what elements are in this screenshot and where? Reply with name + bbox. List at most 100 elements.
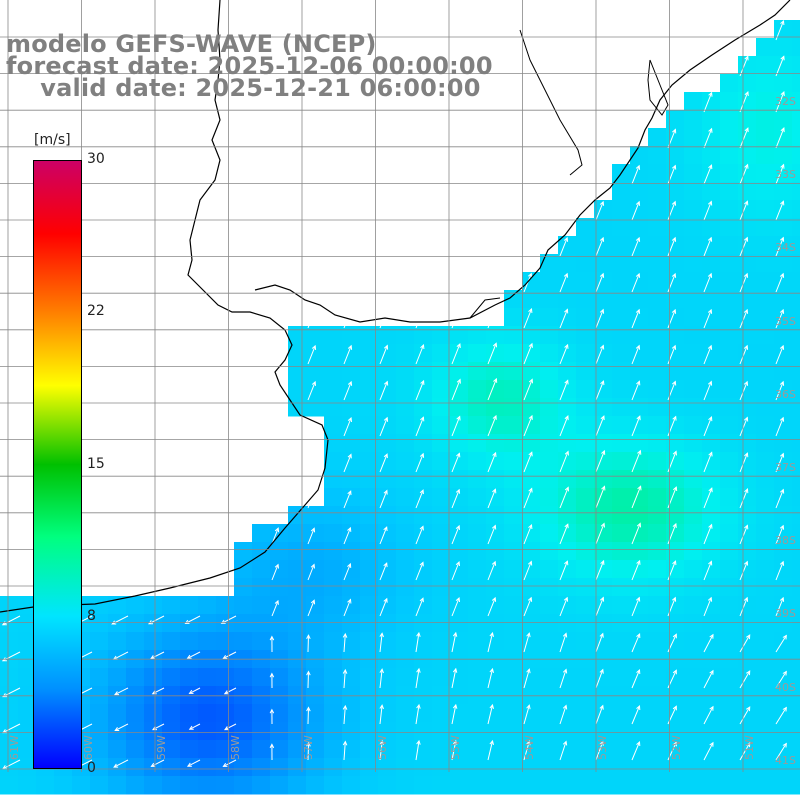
field-cell: [684, 290, 703, 309]
field-cell: [720, 146, 739, 165]
title-line-1: modelo GEFS-WAVE (NCEP): [6, 30, 377, 58]
field-cell: [414, 776, 433, 795]
field-cell: [666, 506, 685, 525]
field-cell: [576, 686, 595, 705]
field-cell: [684, 452, 703, 471]
field-cell: [468, 686, 487, 705]
field-cell: [702, 668, 721, 687]
field-cell: [720, 488, 739, 507]
field-cell: [324, 596, 343, 615]
field-cell: [252, 542, 271, 561]
field-cell: [702, 218, 721, 237]
field-cell: [198, 704, 217, 723]
field-cell: [666, 254, 685, 273]
field-cell: [684, 614, 703, 633]
field-cell: [144, 596, 163, 615]
wind-arrow: [631, 633, 641, 653]
field-cell: [792, 326, 800, 345]
wind-arrow-head: [672, 633, 677, 639]
wind-arrow-head: [419, 561, 424, 567]
field-cell: [738, 776, 757, 795]
field-cell: [576, 362, 595, 381]
field-cell: [468, 380, 487, 399]
field-cell: [324, 344, 343, 363]
field-cell: [612, 740, 631, 759]
wind-arrow: [703, 381, 712, 401]
field-cell: [288, 686, 307, 705]
field-cell: [576, 326, 595, 345]
wind-arrow-head: [707, 236, 713, 242]
field-cell: [0, 740, 19, 759]
wind-arrow-head: [708, 416, 713, 422]
field-cell: [324, 326, 343, 345]
field-cell: [540, 578, 559, 597]
field-cell: [198, 632, 217, 651]
field-cell: [720, 200, 739, 219]
field-cell: [306, 614, 325, 633]
wind-arrow: [415, 344, 424, 365]
field-cell: [792, 434, 800, 453]
wind-arrow: [451, 343, 461, 365]
field-cell: [684, 200, 703, 219]
field-cell: [180, 776, 199, 795]
wind-arrow: [379, 740, 383, 761]
wind-arrow-head: [599, 596, 605, 602]
field-cell: [252, 524, 271, 543]
field-cell: [684, 272, 703, 291]
field-cell: [756, 560, 775, 579]
field-cell: [756, 488, 775, 507]
wind-arrow-head: [779, 308, 785, 314]
wind-arrow: [343, 417, 352, 437]
field-cell: [414, 578, 433, 597]
field-cell: [540, 416, 559, 435]
field-cell: [702, 686, 721, 705]
wind-arrow: [631, 165, 640, 185]
field-cell: [666, 578, 685, 597]
wind-arrow: [739, 128, 749, 149]
wind-arrow-head: [416, 667, 421, 673]
wind-arrow-head: [311, 344, 317, 350]
wind-arrow-head: [707, 596, 713, 602]
field-cell: [0, 758, 19, 777]
wind-arrow: [703, 201, 712, 221]
field-cell: [504, 308, 523, 327]
field-cell: [612, 362, 631, 381]
field-cell: [594, 758, 613, 777]
field-cell: [450, 758, 469, 777]
field-cell: [702, 704, 721, 723]
wind-arrow-head: [526, 740, 531, 746]
field-cell: [216, 704, 235, 723]
title-line-2: forecast date: 2025-12-06 00:00:00: [6, 52, 493, 80]
lagoon-path: [647, 59, 669, 116]
field-cell: [576, 758, 595, 777]
field-cell: [630, 614, 649, 633]
wind-arrow-head: [780, 90, 785, 96]
field-cell: [468, 614, 487, 633]
lon-label: 52W: [669, 735, 683, 760]
field-cell: [792, 164, 800, 183]
wind-arrow-head: [746, 670, 751, 676]
field-cell: [162, 668, 181, 687]
wind-arrow-head: [455, 488, 461, 494]
field-cell: [684, 398, 703, 417]
wind-arrow: [703, 416, 712, 437]
field-cell: [630, 578, 649, 597]
field-cell: [576, 254, 595, 273]
wind-arrow: [152, 687, 165, 695]
field-cell: [306, 740, 325, 759]
wind-arrow-head: [526, 668, 531, 674]
field-cell: [468, 416, 487, 435]
field-cell: [684, 218, 703, 237]
coastline-uruguay-path: [469, 297, 501, 319]
field-cell: [612, 272, 631, 291]
field-cell: [684, 92, 703, 111]
field-cell: [486, 326, 505, 345]
field-cell: [612, 200, 631, 219]
wind-arrow: [775, 127, 785, 149]
field-cell: [774, 326, 793, 345]
wind-arrow: [775, 417, 784, 437]
wind-arrow: [523, 452, 533, 473]
wind-arrow-head: [379, 668, 384, 674]
wind-arrow: [775, 164, 785, 185]
wind-arrow-head: [347, 526, 352, 532]
